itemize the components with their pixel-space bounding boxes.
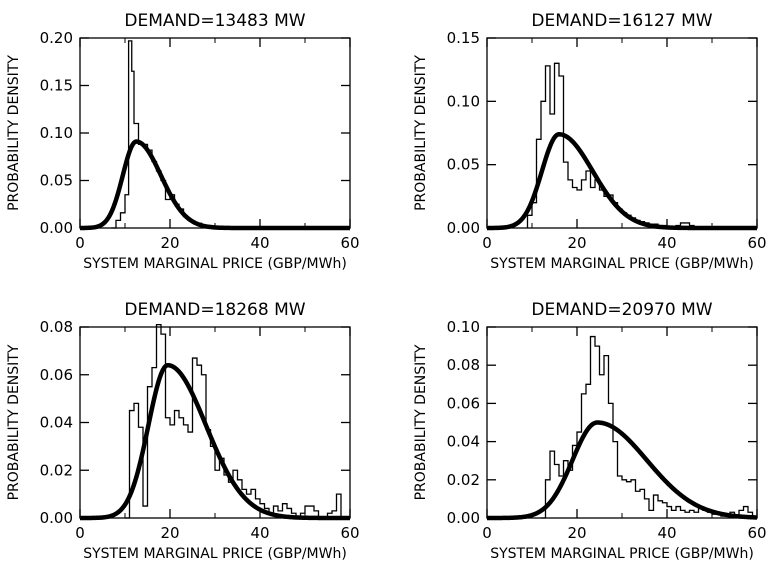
fit-curve-series	[78, 362, 352, 521]
y-tick-label: 0.04	[40, 414, 73, 432]
histogram-series	[111, 40, 220, 229]
x-tick-label: 60	[747, 234, 766, 252]
x-tick-label: 60	[340, 524, 359, 542]
y-tick-label: 0.04	[447, 433, 480, 451]
y-tick-label: 0.00	[40, 219, 73, 237]
x-axis-label: SYSTEM MARGINAL PRICE (GBP/MWh)	[83, 256, 347, 272]
x-tick-label: 40	[657, 234, 676, 252]
y-axis-label: PROBABILITY DENSITY	[413, 344, 429, 500]
y-axis-label: PROBABILITY DENSITY	[6, 344, 22, 500]
plot-frame	[79, 326, 351, 519]
y-tick-label: 0.10	[447, 318, 480, 336]
x-tick-label: 60	[747, 524, 766, 542]
x-axis-label: SYSTEM MARGINAL PRICE (GBP/MWh)	[490, 256, 754, 272]
histogram-series	[541, 335, 757, 519]
chart-panel-2: DEMAND=16127 MW 0 20 40 60 0.00 0.05 0.10 0.15 SY…	[413, 11, 767, 272]
chart-title: DEMAND=20970 MW	[531, 300, 712, 320]
x-tick-label: 20	[567, 524, 586, 542]
y-tick-label: 0.06	[447, 394, 480, 412]
x-axis-label: SYSTEM MARGINAL PRICE (GBP/MWh)	[83, 546, 347, 562]
y-tick-label: 0.10	[40, 124, 73, 142]
plot-frame	[486, 326, 758, 519]
chart-panel-3: DEMAND=18268 MW 0 20 40 60 0.00 0.02 0.04 0.06 0.…	[6, 300, 360, 562]
y-tick-label: 0.05	[40, 172, 73, 190]
x-tick-label: 40	[250, 524, 269, 542]
x-tick-label: 40	[250, 234, 269, 252]
chart-title: DEMAND=16127 MW	[531, 11, 712, 31]
chart-title: DEMAND=18268 MW	[124, 300, 305, 320]
y-tick-label: 0.08	[40, 318, 73, 336]
plot-frame	[79, 37, 351, 229]
x-tick-label: 20	[160, 524, 179, 542]
x-tick-label: 40	[657, 524, 676, 542]
fit-curve-series	[485, 420, 759, 521]
x-tick-label: 0	[482, 234, 492, 252]
y-axis-label: PROBABILITY DENSITY	[6, 55, 22, 211]
x-tick-label: 20	[567, 234, 586, 252]
y-tick-label: 0.02	[40, 461, 73, 479]
x-tick-label: 0	[482, 524, 492, 542]
y-tick-label: 0.00	[447, 219, 480, 237]
histogram-series	[125, 323, 346, 519]
chart-panel-4: DEMAND=20970 MW 0 20 40 60 0.00 0.02 0.04 0.06 0.…	[413, 300, 767, 562]
y-tick-label: 0.02	[447, 471, 480, 489]
chart-title: DEMAND=13483 MW	[124, 11, 305, 31]
y-tick-label: 0.00	[40, 509, 73, 527]
y-tick-label: 0.20	[40, 29, 73, 47]
y-tick-label: 0.08	[447, 356, 480, 374]
x-tick-label: 60	[340, 234, 359, 252]
y-tick-label: 0.06	[40, 366, 73, 384]
plot-frame	[486, 37, 758, 229]
y-tick-label: 0.10	[447, 92, 480, 110]
x-tick-label: 0	[75, 524, 85, 542]
histogram-series	[526, 62, 708, 229]
chart-panel-1: DEMAND=13483 MW 0 20 40 60 0.00 0.05 0.10 0.15 0.…	[6, 11, 360, 272]
y-tick-label: 0.05	[447, 156, 480, 174]
y-tick-label: 0.15	[447, 29, 480, 47]
fit-curve-series	[485, 132, 759, 231]
x-tick-label: 0	[75, 234, 85, 252]
y-tick-label: 0.15	[40, 77, 73, 95]
y-tick-label: 0.00	[447, 509, 480, 527]
x-tick-label: 20	[160, 234, 179, 252]
x-axis-label: SYSTEM MARGINAL PRICE (GBP/MWh)	[490, 546, 754, 562]
y-axis-label: PROBABILITY DENSITY	[413, 55, 429, 211]
